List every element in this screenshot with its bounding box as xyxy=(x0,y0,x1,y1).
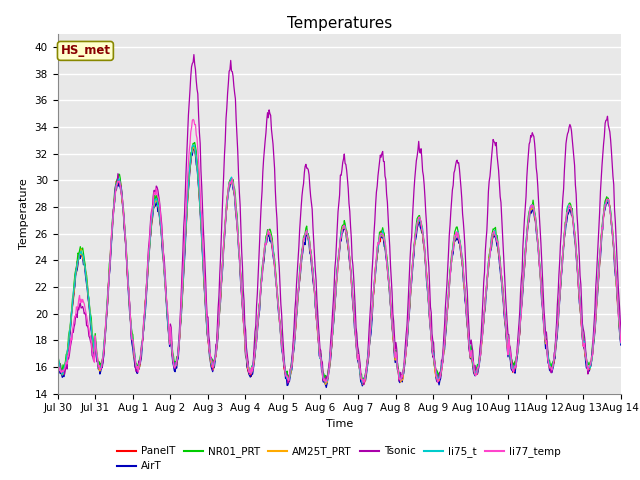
PanelT xyxy=(210,364,218,370)
AirT xyxy=(179,285,187,290)
li77_temp xyxy=(54,359,61,364)
Tsonic xyxy=(360,382,368,387)
li75_t xyxy=(54,351,61,357)
NR01_PRT xyxy=(210,358,218,364)
AirT xyxy=(190,146,198,152)
NR01_PRT xyxy=(54,348,61,353)
PanelT xyxy=(54,349,61,355)
NR01_PRT xyxy=(122,239,129,244)
Tsonic xyxy=(617,330,625,336)
AirT xyxy=(122,243,129,249)
li77_temp xyxy=(122,238,129,244)
Tsonic xyxy=(426,286,433,291)
Tsonic xyxy=(54,359,61,365)
li75_t xyxy=(210,364,218,370)
li77_temp xyxy=(617,340,625,346)
li75_t xyxy=(410,255,417,261)
NR01_PRT xyxy=(358,379,366,384)
PanelT xyxy=(179,279,187,285)
Tsonic xyxy=(122,240,129,246)
AirT xyxy=(410,258,417,264)
li77_temp xyxy=(179,269,187,275)
Line: li77_temp: li77_temp xyxy=(58,120,621,383)
NR01_PRT xyxy=(426,315,433,321)
NR01_PRT xyxy=(617,336,625,342)
li77_temp xyxy=(426,315,433,321)
AM25T_PRT xyxy=(426,314,433,320)
X-axis label: Time: Time xyxy=(326,419,353,429)
AM25T_PRT xyxy=(122,243,129,249)
AirT xyxy=(210,365,218,371)
Tsonic xyxy=(64,355,72,361)
AM25T_PRT xyxy=(617,338,625,344)
li77_temp xyxy=(189,117,197,122)
Legend: PanelT, AirT, NR01_PRT, AM25T_PRT, Tsonic, li75_t, li77_temp: PanelT, AirT, NR01_PRT, AM25T_PRT, Tsoni… xyxy=(113,442,565,476)
li77_temp xyxy=(64,353,72,359)
NR01_PRT xyxy=(179,275,187,280)
Tsonic xyxy=(190,52,198,58)
NR01_PRT xyxy=(191,140,198,145)
PanelT xyxy=(617,340,625,346)
Tsonic xyxy=(410,200,417,206)
li75_t xyxy=(179,279,187,285)
Line: Tsonic: Tsonic xyxy=(58,55,621,384)
Line: AirT: AirT xyxy=(58,149,621,387)
NR01_PRT xyxy=(64,345,72,351)
AirT xyxy=(64,349,72,355)
Tsonic xyxy=(179,247,187,253)
li75_t xyxy=(64,346,72,352)
Line: PanelT: PanelT xyxy=(58,146,621,384)
li77_temp xyxy=(359,380,367,385)
AM25T_PRT xyxy=(54,351,61,357)
AirT xyxy=(323,384,330,390)
AirT xyxy=(617,342,625,348)
PanelT xyxy=(426,319,433,325)
Text: HS_met: HS_met xyxy=(60,44,111,58)
PanelT xyxy=(189,144,197,149)
Tsonic xyxy=(210,361,218,367)
li75_t xyxy=(617,340,625,346)
li75_t xyxy=(426,316,433,322)
PanelT xyxy=(122,242,129,248)
AM25T_PRT xyxy=(190,144,198,150)
AM25T_PRT xyxy=(359,382,367,387)
AM25T_PRT xyxy=(410,255,417,261)
Line: AM25T_PRT: AM25T_PRT xyxy=(58,147,621,384)
li75_t xyxy=(190,142,198,148)
NR01_PRT xyxy=(410,252,417,258)
AM25T_PRT xyxy=(64,347,72,352)
Y-axis label: Temperature: Temperature xyxy=(19,178,29,249)
li77_temp xyxy=(210,363,218,369)
AM25T_PRT xyxy=(179,281,187,287)
PanelT xyxy=(64,345,72,351)
PanelT xyxy=(410,255,417,261)
Title: Temperatures: Temperatures xyxy=(287,16,392,31)
Line: li75_t: li75_t xyxy=(58,145,621,383)
AM25T_PRT xyxy=(210,367,218,372)
Line: NR01_PRT: NR01_PRT xyxy=(58,143,621,382)
li75_t xyxy=(358,380,366,386)
li75_t xyxy=(122,240,129,246)
AirT xyxy=(426,317,433,323)
li77_temp xyxy=(410,254,417,260)
AirT xyxy=(54,357,61,363)
PanelT xyxy=(322,381,330,386)
